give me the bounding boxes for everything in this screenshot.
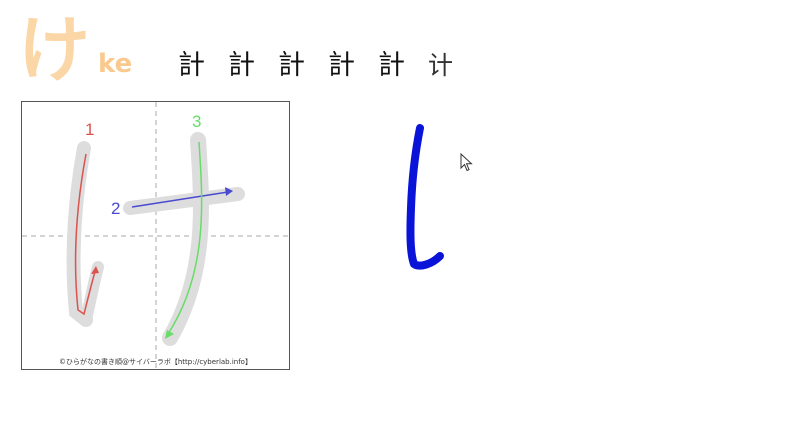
glyph-stroke-3-shadow (162, 132, 209, 346)
glyph-stroke-1-tail-shadow (80, 261, 104, 326)
handwritten-stroke-canvas[interactable] (398, 118, 458, 278)
stroke-order-graphic (22, 102, 289, 369)
kanji-sample: 计 (428, 51, 454, 80)
stroke-number-2: 2 (111, 199, 121, 218)
glyph-stroke-1-shadow (66, 141, 93, 327)
stroke-2-arrow (131, 191, 229, 208)
kanji-sample: 計 (328, 50, 355, 81)
kanji-sample: 計 (228, 50, 255, 81)
stroke-number-3: 3 (192, 112, 202, 131)
kanji-sample: 計 (278, 50, 305, 81)
kanji-sample-row: 計 計 計 計 計 计 (178, 48, 478, 84)
mouse-cursor-icon (460, 153, 473, 172)
stroke-number-1: 1 (85, 120, 95, 139)
stroke-1-arrowhead (91, 266, 99, 274)
kanji-sample: 計 (178, 50, 205, 81)
kanji-sample: 計 (378, 50, 405, 81)
stroke-3-arrow (167, 141, 203, 335)
stroke-2-arrowhead (225, 187, 233, 196)
stroke-order-diagram: 1 2 3 ©ひらがなの書き順@サイバーラボ【http://cyberlab.i… (21, 101, 290, 370)
romaji-label: ke (98, 49, 133, 79)
kana-title: け (18, 8, 91, 92)
diagram-credit: ©ひらがなの書き順@サイバーラボ【http://cyberlab.info】 (59, 358, 252, 366)
stroke-3-arrowhead (165, 330, 174, 339)
handwritten-stroke (406, 124, 444, 270)
stroke-1-arrow (74, 153, 97, 316)
glyph-stroke-2-shadow (123, 187, 245, 215)
